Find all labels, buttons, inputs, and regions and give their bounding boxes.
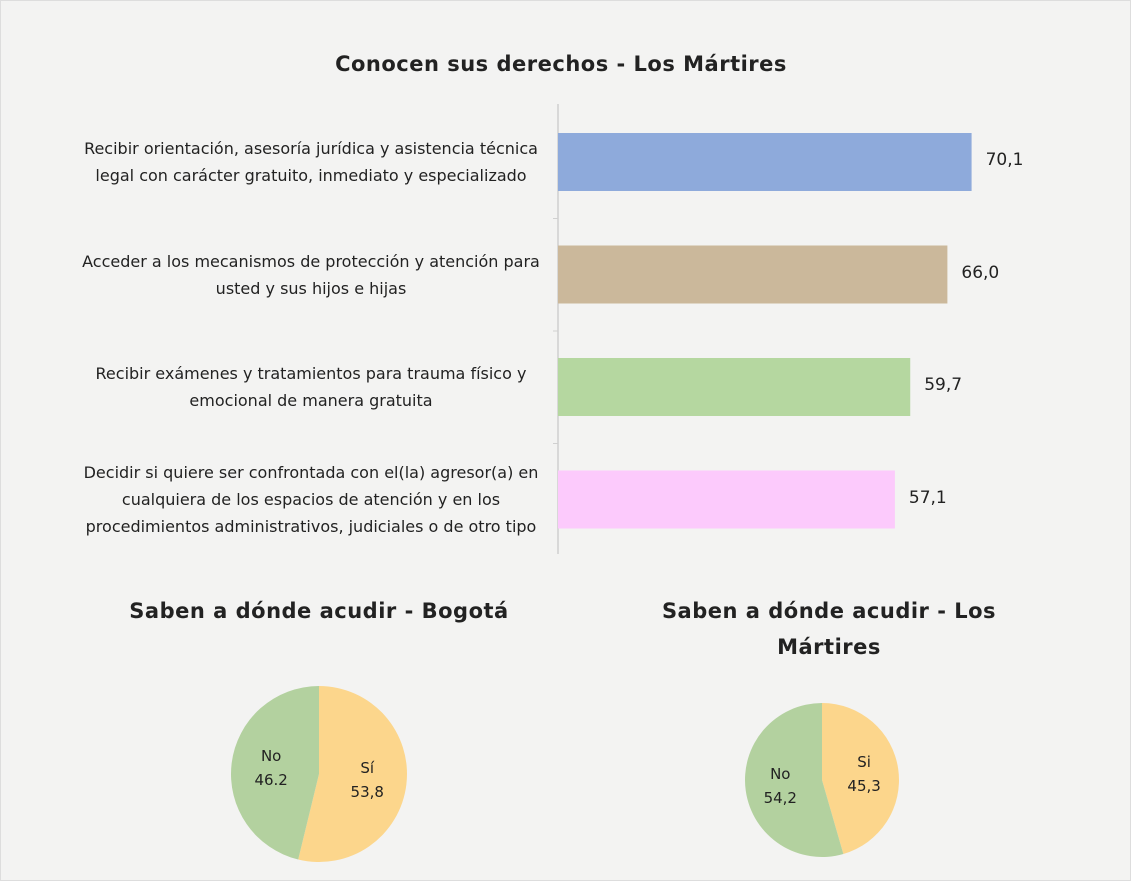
slice-label: No 46.2 — [254, 744, 287, 792]
pie-slice — [822, 703, 899, 854]
bar — [558, 133, 972, 191]
slice-value: 54,2 — [763, 788, 797, 807]
value-label: 57,1 — [908, 487, 947, 508]
slice-value: 53,8 — [350, 782, 384, 801]
bar — [558, 358, 911, 416]
pie-slice — [230, 686, 319, 860]
chart-title: Saben a dónde acudir - Los Mártires — [661, 599, 997, 659]
slice-category: No — [260, 747, 282, 766]
bar — [558, 245, 948, 304]
value-label: 59,7 — [924, 375, 963, 395]
value-label: 66,0 — [961, 262, 1000, 283]
chart-title: Conocen sus derechos - Los Mártires — [335, 52, 787, 76]
category-label: Recibir exámenes y tratamientos para tra… — [95, 364, 527, 410]
pie-slice — [744, 703, 844, 857]
bar — [558, 470, 895, 529]
slice-value: 46.2 — [254, 771, 288, 790]
category-label: Decidir si quiere ser confrontada con el… — [83, 463, 539, 536]
slice-category: Si — [857, 753, 871, 772]
slice-label: No 54,2 — [764, 762, 797, 810]
slice-value: 45,3 — [847, 777, 881, 796]
slice-label: Sí 53,8 — [351, 756, 384, 804]
category-label: Acceder a los mecanismos de protección y… — [82, 251, 540, 298]
value-label: 70,1 — [985, 150, 1024, 170]
slice-category: No — [770, 764, 791, 783]
category-label: Recibir orientación, asesoría jurídica y… — [84, 139, 538, 185]
pie-slice — [298, 686, 407, 862]
slice-category: Sí — [360, 758, 375, 777]
chart-title: Saben a dónde acudir - Bogotá — [129, 599, 509, 623]
slice-label: Si 45,3 — [847, 750, 880, 798]
